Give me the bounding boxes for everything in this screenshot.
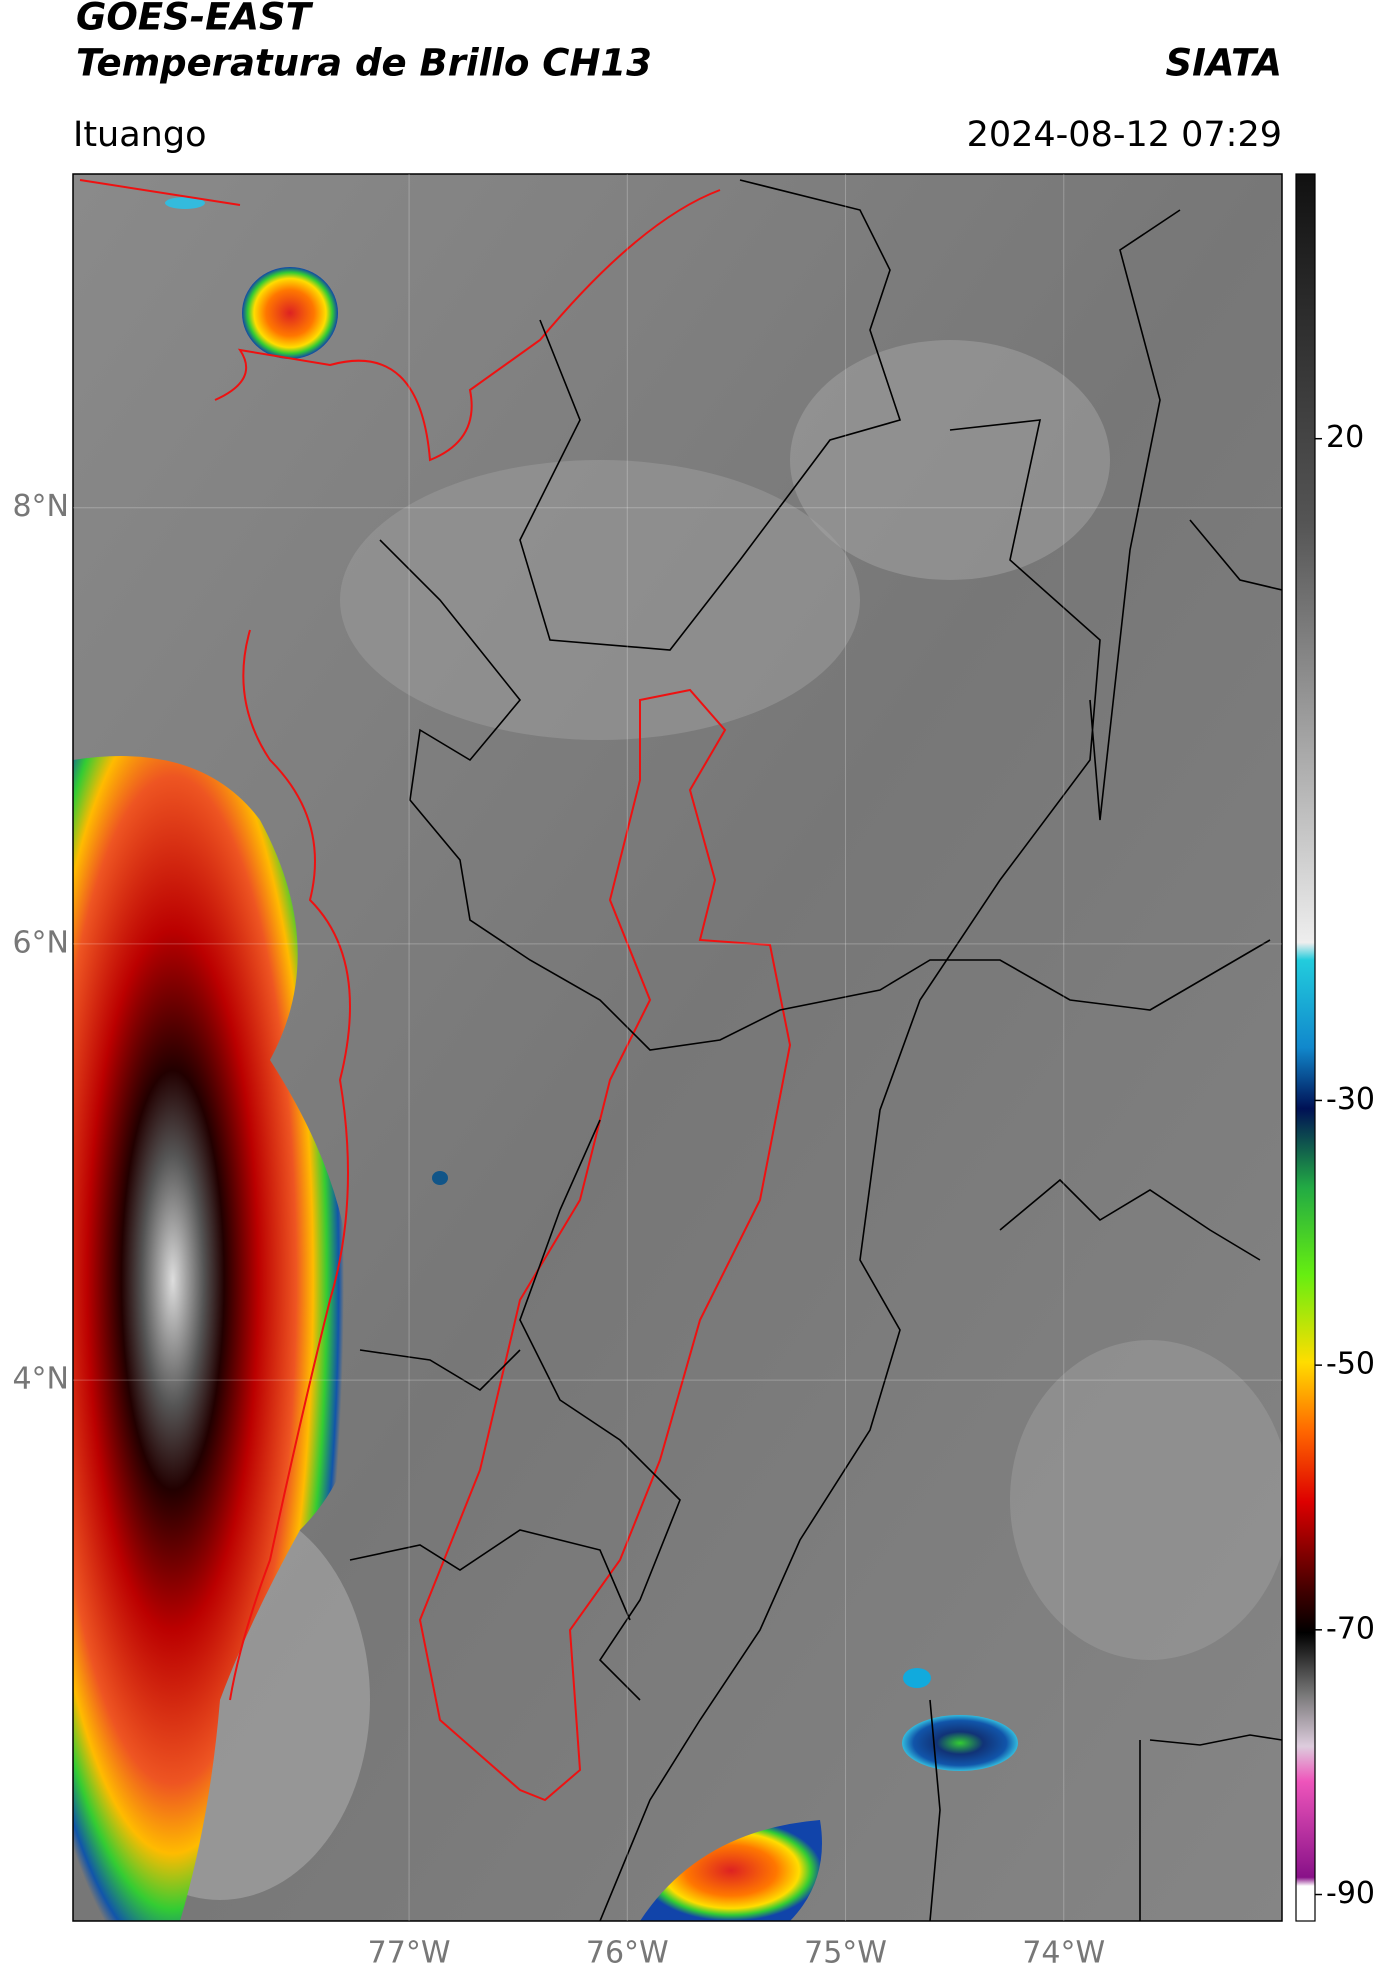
colorbar-tick-label: -50 xyxy=(1326,1347,1375,1382)
lat-tick-label: 8°N xyxy=(12,489,69,524)
subtitle: Temperatura de Brillo CH13 xyxy=(76,42,652,85)
map-frame xyxy=(72,173,1283,1922)
location: Ituango xyxy=(73,115,207,155)
satellite-image xyxy=(73,174,1282,1921)
lon-tick-label: 75°W xyxy=(804,1936,887,1971)
lat-tick-label: 4°N xyxy=(12,1362,69,1397)
title: GOES-EAST xyxy=(76,0,314,39)
brand: SIATA xyxy=(1165,42,1282,85)
lon-tick-label: 74°W xyxy=(1022,1936,1105,1971)
colorbar-tick-label: -70 xyxy=(1326,1611,1375,1646)
lon-tick-label: 76°W xyxy=(586,1936,669,1971)
colorbar-tick-label: 20 xyxy=(1326,420,1364,455)
colorbar-tick-label: -90 xyxy=(1326,1876,1375,1911)
colorbar-tick-label: -30 xyxy=(1326,1082,1375,1117)
timestamp: 2024-08-12 07:29 xyxy=(967,115,1282,155)
colorbar xyxy=(1295,173,1316,1922)
lat-tick-label: 6°N xyxy=(12,925,69,960)
lon-tick-label: 77°W xyxy=(368,1936,451,1971)
